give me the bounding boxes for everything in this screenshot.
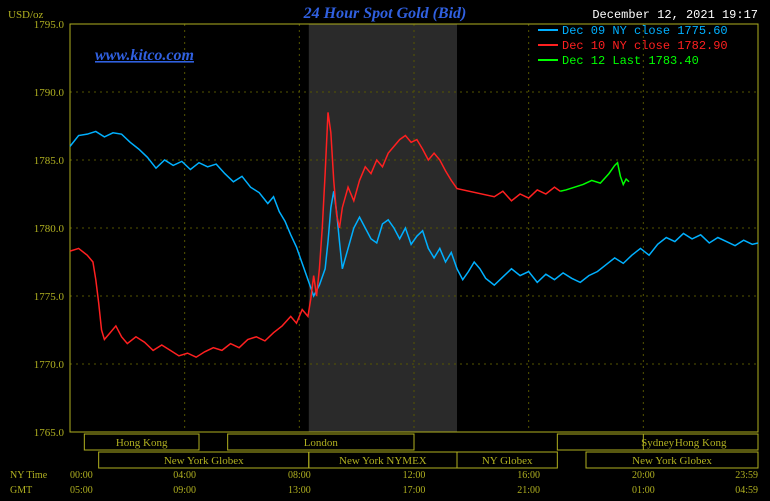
y-tick-label: 1765.0 [34, 427, 65, 439]
x-tick-ny: 00:00 [70, 470, 93, 481]
y-tick-label: 1785.0 [34, 155, 65, 167]
x-tick-ny: 20:00 [632, 470, 655, 481]
x-tick-gmt: 13:00 [288, 485, 311, 496]
x-tick-ny: 23:59 [735, 470, 758, 481]
x-tick-ny: 16:00 [517, 470, 540, 481]
x-tick-gmt: 05:00 [70, 485, 93, 496]
y-tick-label: 1780.0 [34, 223, 65, 235]
y-tick-label: 1790.0 [34, 87, 65, 99]
x-tick-ny: 08:00 [288, 470, 311, 481]
legend-item: Dec 09 NY close 1775.60 [562, 24, 728, 38]
ny-time-label: NY Time [10, 470, 48, 481]
market-session-label: New York Globex [632, 455, 712, 467]
market-session-label: Hong Kong [116, 437, 168, 449]
y-axis-label: USD/oz [8, 9, 44, 21]
y-tick-label: 1775.0 [34, 291, 65, 303]
watermark: www.kitco.com [95, 47, 194, 64]
x-tick-gmt: 21:00 [517, 485, 540, 496]
timestamp: December 12, 2021 19:17 [592, 8, 758, 22]
x-tick-gmt: 04:59 [735, 485, 758, 496]
gmt-label: GMT [10, 485, 32, 496]
x-tick-ny: 04:00 [173, 470, 196, 481]
chart-title: 24 Hour Spot Gold (Bid) [303, 5, 467, 22]
market-session-label: New York NYMEX [339, 455, 427, 467]
market-session-label: NY Globex [482, 455, 533, 467]
market-session-label: London [304, 437, 339, 449]
market-session-label: Sydney [641, 437, 675, 449]
legend-item: Dec 12 Last 1783.40 [562, 54, 699, 68]
x-tick-gmt: 17:00 [403, 485, 426, 496]
y-tick-label: 1770.0 [34, 359, 65, 371]
market-session-label: New York Globex [164, 455, 244, 467]
legend-item: Dec 10 NY close 1782.90 [562, 39, 728, 53]
gold-chart: 1765.01770.01775.01780.01785.01790.01795… [0, 0, 770, 501]
x-tick-ny: 12:00 [403, 470, 426, 481]
x-tick-gmt: 01:00 [632, 485, 655, 496]
market-session-label: Hong Kong [675, 437, 727, 449]
x-tick-gmt: 09:00 [173, 485, 196, 496]
